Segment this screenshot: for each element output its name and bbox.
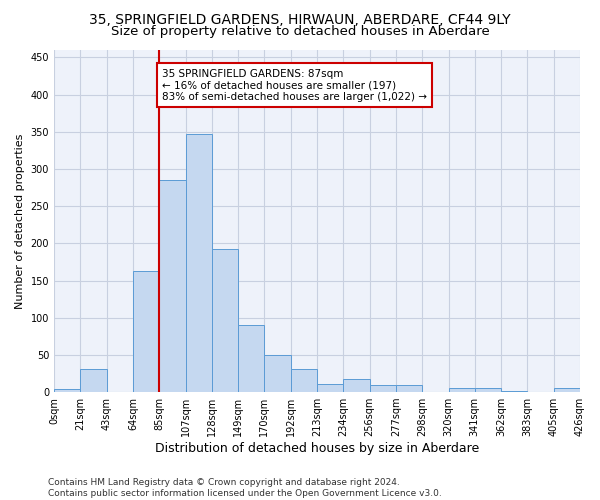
Bar	[159, 180, 185, 392]
Bar	[370, 384, 396, 392]
Bar	[317, 384, 343, 392]
Bar	[291, 369, 317, 392]
Bar	[396, 384, 422, 392]
Bar	[212, 250, 238, 392]
Text: 35 SPRINGFIELD GARDENS: 87sqm
← 16% of detached houses are smaller (197)
83% of : 35 SPRINGFIELD GARDENS: 87sqm ← 16% of d…	[162, 68, 427, 102]
Bar	[265, 355, 291, 392]
Bar	[343, 380, 370, 392]
Text: Size of property relative to detached houses in Aberdare: Size of property relative to detached ho…	[110, 25, 490, 38]
Text: 35, SPRINGFIELD GARDENS, HIRWAUN, ABERDARE, CF44 9LY: 35, SPRINGFIELD GARDENS, HIRWAUN, ABERDA…	[89, 12, 511, 26]
Bar	[54, 389, 80, 392]
Text: Contains HM Land Registry data © Crown copyright and database right 2024.
Contai: Contains HM Land Registry data © Crown c…	[48, 478, 442, 498]
Bar	[475, 388, 501, 392]
Y-axis label: Number of detached properties: Number of detached properties	[15, 134, 25, 308]
Bar	[554, 388, 580, 392]
Bar	[80, 369, 107, 392]
Bar	[133, 271, 159, 392]
Bar	[185, 134, 212, 392]
X-axis label: Distribution of detached houses by size in Aberdare: Distribution of detached houses by size …	[155, 442, 479, 455]
Bar	[238, 325, 265, 392]
Bar	[449, 388, 475, 392]
